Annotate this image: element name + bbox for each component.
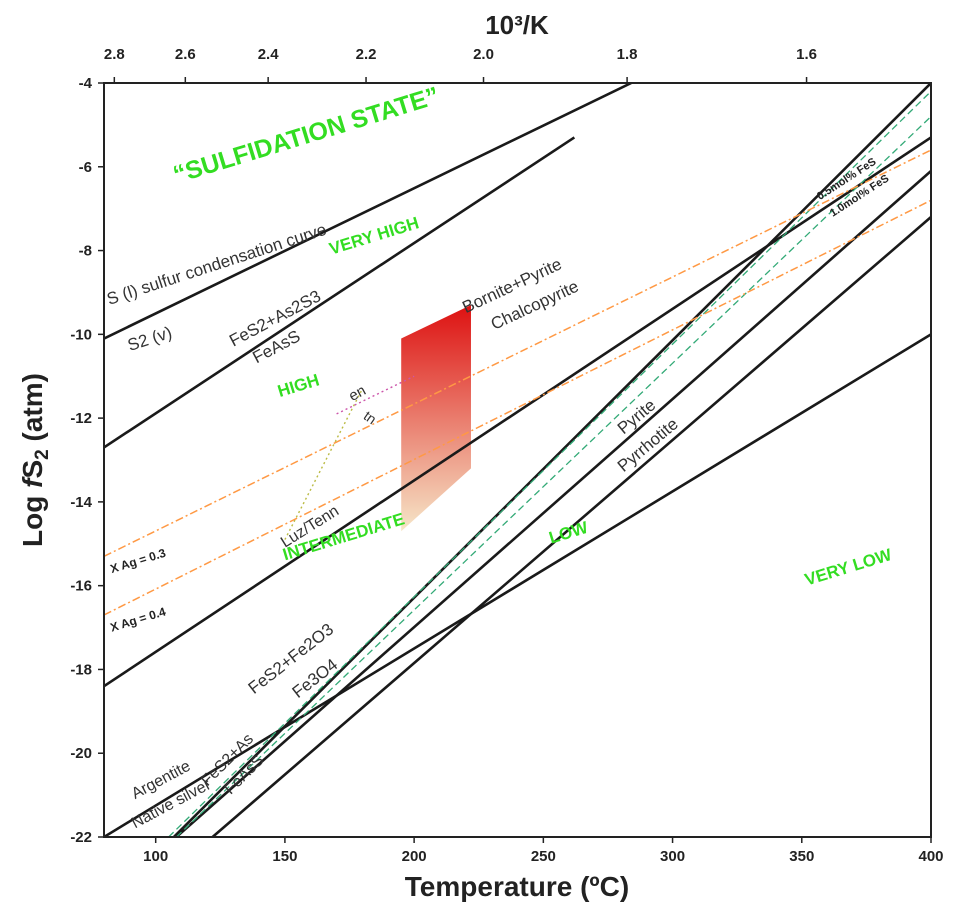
curve-label: X Ag = 0.3 — [109, 546, 168, 576]
y-tick-label: -22 — [70, 829, 92, 846]
x-tick-label: 350 — [789, 848, 814, 865]
x-tick-label: 150 — [272, 848, 297, 865]
zone-label: “SULFIDATION STATE” — [170, 82, 442, 190]
series-line-9 — [104, 149, 931, 558]
series-line-2 — [104, 136, 931, 688]
zone-label: LOW — [547, 518, 591, 548]
y-tick-label: -12 — [70, 410, 92, 427]
series-line-7 — [168, 90, 931, 837]
y-tick-label: -18 — [70, 661, 92, 678]
y-axis-title: Log fS2 (atm) — [17, 373, 53, 547]
y-axis-suffix: (atm) — [17, 373, 48, 449]
curve-label: en — [346, 382, 369, 405]
y-axis-main: S — [17, 460, 48, 479]
y-axis-italic: f — [17, 476, 48, 488]
x2-tick-label: 2.6 — [175, 46, 196, 63]
curve-label: X Ag = 0.4 — [109, 604, 168, 634]
curve-label: S (l) sulfur condensation curve — [105, 220, 329, 309]
shaded-region-layer — [401, 305, 471, 532]
tick-layer: 100 150 200 250 300 350 400 -4 -6 -8 -10 -12 -14 -16 -… — [70, 46, 943, 865]
x2-tick-label: 2.2 — [356, 46, 377, 63]
y-tick-label: -8 — [79, 243, 92, 260]
y-tick-label: -16 — [70, 578, 92, 595]
y-tick-label: -4 — [79, 75, 93, 92]
x2-tick-label: 2.0 — [473, 46, 494, 63]
zone-label: VERY LOW — [803, 545, 895, 590]
x-tick-label: 100 — [143, 848, 168, 865]
y-tick-label: -6 — [79, 159, 92, 176]
x2-axis-title: 10³/K — [485, 10, 549, 40]
y-axis-sub: 2 — [32, 449, 53, 460]
series-line-1 — [104, 136, 576, 449]
curve-label: S2 (v) — [125, 323, 174, 355]
zone-label: VERY HIGH — [327, 213, 421, 258]
curve-label: tn — [361, 407, 380, 427]
x-axis-title: Temperature (ºC) — [405, 871, 629, 902]
series-line-6 — [211, 216, 931, 837]
series-line-10 — [104, 199, 931, 616]
x-tick-label: 400 — [918, 848, 943, 865]
y-tick-label: -14 — [70, 494, 92, 511]
x2-tick-label: 1.8 — [617, 46, 638, 63]
x-tick-label: 250 — [531, 848, 556, 865]
shaded-region — [401, 305, 471, 532]
x2-tick-label: 2.4 — [258, 46, 280, 63]
series-line-4 — [172, 83, 931, 837]
x2-tick-label: 2.8 — [104, 46, 125, 63]
series-line-5 — [175, 169, 931, 837]
x-tick-label: 300 — [660, 848, 685, 865]
series-line-0 — [104, 83, 632, 340]
x2-tick-label: 1.6 — [796, 46, 817, 63]
y-tick-label: -10 — [70, 326, 92, 343]
plot-frame — [103, 82, 932, 838]
series-layer — [104, 83, 931, 837]
x-tick-label: 200 — [402, 848, 427, 865]
series-line-11 — [284, 388, 364, 540]
series-line-3 — [104, 333, 931, 837]
series-line-8 — [175, 116, 931, 837]
series-line-12 — [336, 375, 415, 415]
y-tick-label: -20 — [70, 745, 92, 762]
y-axis-prefix: Log — [17, 488, 48, 547]
zone-label: HIGH — [275, 370, 321, 401]
